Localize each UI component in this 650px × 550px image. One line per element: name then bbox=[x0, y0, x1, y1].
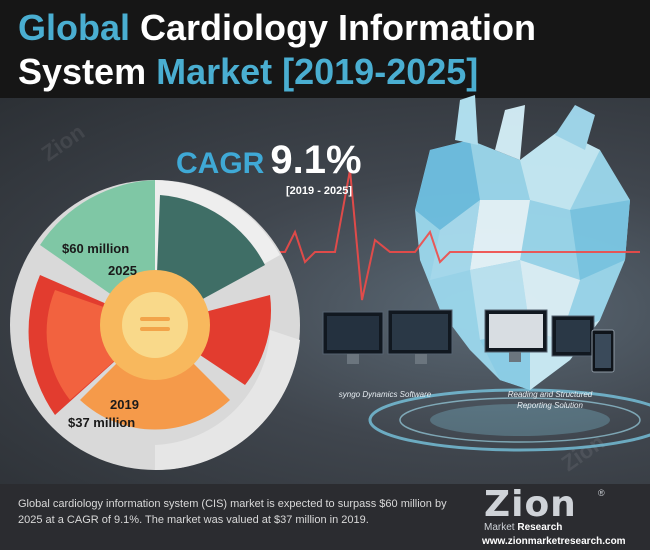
monitor-1 bbox=[322, 311, 384, 364]
caption-reading-1: Reading and Structured bbox=[507, 390, 593, 399]
website-link[interactable]: www.zionmarketresearch.com bbox=[482, 536, 626, 547]
cagr-label: CAGR bbox=[176, 147, 265, 180]
value-2025: $60 million bbox=[62, 241, 130, 256]
donut-chart bbox=[10, 180, 300, 471]
tablet bbox=[591, 329, 615, 373]
caption-reading-2: Reporting Solution bbox=[517, 401, 583, 410]
cagr-value: 9.1% bbox=[270, 138, 362, 182]
zion-logo[interactable]: Zion ® Market Research www.zionmarketres… bbox=[470, 484, 650, 550]
monitor-4 bbox=[551, 315, 595, 357]
equals-icon bbox=[140, 317, 170, 321]
footer: Global cardiology information system (CI… bbox=[0, 484, 650, 550]
monitor-3 bbox=[484, 309, 548, 362]
header: Global Cardiology Information System Mar… bbox=[0, 0, 650, 98]
ecg-line bbox=[270, 169, 640, 301]
cagr-period: [2019 - 2025] bbox=[286, 185, 353, 197]
monitor-2 bbox=[387, 309, 453, 364]
year-2025: 2025 bbox=[108, 263, 137, 278]
footer-summary: Global cardiology information system (CI… bbox=[18, 498, 447, 526]
value-2019: $37 million bbox=[68, 415, 136, 430]
page-title: Global Cardiology Information System Mar… bbox=[18, 7, 537, 92]
logo-registered: ® bbox=[598, 488, 605, 498]
logo-market-research: Market Research bbox=[484, 522, 563, 533]
logo-zion-text: Zion bbox=[484, 484, 577, 525]
caption-syngo: syngo Dynamics Software bbox=[338, 390, 432, 399]
year-2019: 2019 bbox=[110, 397, 139, 412]
cagr-headline: CAGR 9.1% bbox=[176, 138, 362, 183]
